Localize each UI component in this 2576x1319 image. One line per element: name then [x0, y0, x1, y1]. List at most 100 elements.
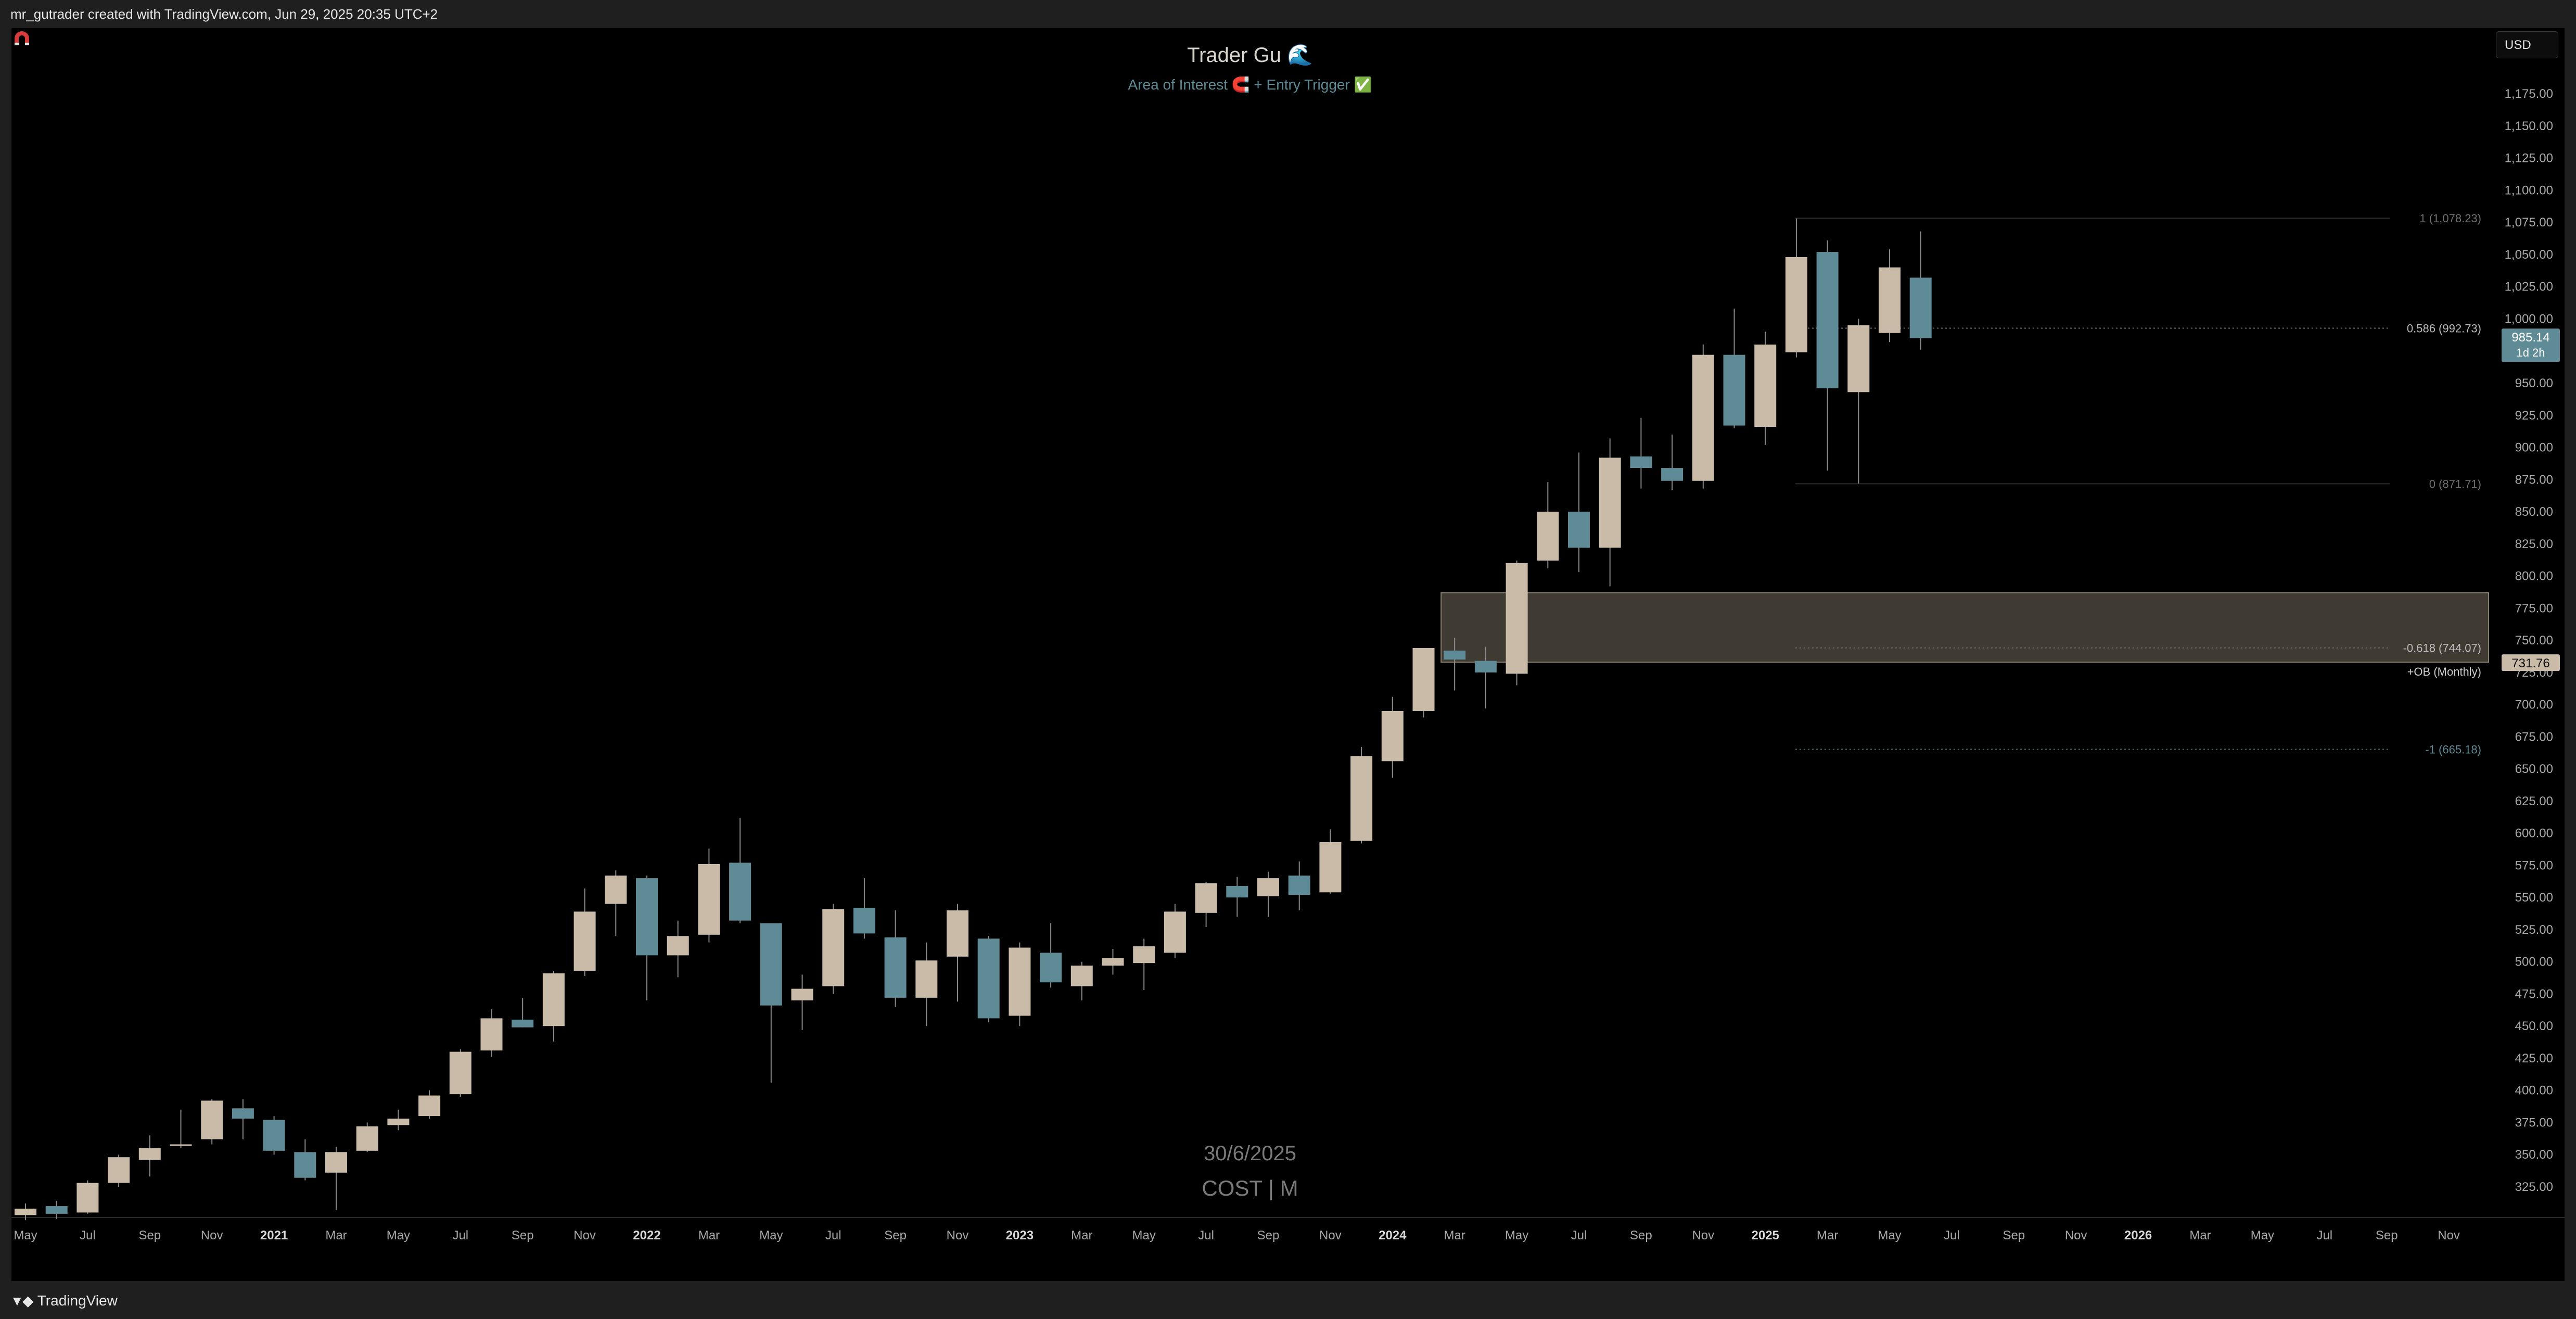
tradingview-logo-icon: ▼◆ — [10, 1292, 33, 1309]
candle-up — [480, 1018, 503, 1051]
candle-up — [1412, 648, 1435, 711]
y-axis-tick-label: 1,050.00 — [2505, 248, 2553, 262]
price-chart[interactable]: +OB (Monthly) 1 (1,078.23) 0.586 (992.73) 0… — [11, 28, 2565, 1281]
price-tag-countdown: 1d 2h — [2516, 346, 2545, 359]
candle-down — [1040, 953, 1062, 983]
candle-up — [108, 1157, 130, 1183]
candle-down — [1474, 661, 1497, 673]
candle-up — [138, 1148, 161, 1160]
order-block-zone — [1440, 592, 2489, 663]
chart-area[interactable]: +OB (Monthly) 1 (1,078.23) 0.586 (992.73) 0… — [11, 28, 2565, 1281]
footer-bar: ▼◆ TradingView — [0, 1281, 2576, 1319]
y-axis-tick-label: 1,075.00 — [2505, 215, 2553, 230]
y-axis-tick-label: 850.00 — [2515, 505, 2553, 519]
candle-up — [76, 1183, 99, 1213]
candle-down — [1630, 456, 1652, 468]
candle-up — [1070, 966, 1093, 986]
x-axis-tick-label: Sep — [138, 1228, 161, 1242]
candle-up — [1506, 563, 1528, 674]
x-axis-tick-label: Jul — [825, 1228, 841, 1242]
candle-down — [512, 1019, 534, 1028]
attribution-bar: mr_gutrader created with TradingView.com… — [0, 0, 2576, 28]
candle-up — [325, 1152, 347, 1173]
y-axis-tick-label: 950.00 — [2515, 376, 2553, 390]
x-axis-tick-label: Nov — [947, 1228, 969, 1242]
candle-up — [1102, 958, 1124, 966]
candle-up — [449, 1051, 471, 1095]
candle-up — [605, 876, 627, 904]
fib-level-label: 0 (871.71) — [2429, 477, 2481, 490]
candle-down — [263, 1120, 285, 1151]
candle-up — [15, 1208, 36, 1215]
x-axis-tick-label: Jul — [452, 1228, 468, 1242]
x-axis-tick-label: Jul — [1198, 1228, 1214, 1242]
watermark-symbol: COST | M — [1202, 1176, 1298, 1200]
candle-down — [884, 937, 907, 998]
y-axis-tick-label: 750.00 — [2515, 633, 2553, 648]
candle-down — [45, 1206, 68, 1214]
x-axis-tick-label: Jul — [1571, 1228, 1587, 1242]
y-axis-tick-label: 475.00 — [2515, 987, 2553, 1001]
candle-down — [636, 878, 658, 956]
currency-button[interactable]: USD — [2496, 31, 2558, 58]
y-axis-tick-label: 800.00 — [2515, 569, 2553, 584]
candle-up — [915, 960, 938, 998]
candle-up — [822, 909, 845, 986]
candle-up — [1319, 842, 1342, 893]
x-axis-tick-label: Sep — [512, 1228, 534, 1242]
x-axis-tick-label: 2024 — [1379, 1228, 1407, 1242]
y-axis-tick-label: 525.00 — [2515, 923, 2553, 937]
candle-up — [1599, 458, 1621, 548]
y-axis-tick-label: 650.00 — [2515, 762, 2553, 776]
candle-down — [1444, 650, 1466, 660]
y-axis-tick-label: 675.00 — [2515, 730, 2553, 744]
watermark-date: 30/6/2025 — [1204, 1142, 1296, 1165]
candle-up — [1164, 911, 1186, 953]
fib-level-label: -1 (665.18) — [2425, 743, 2481, 756]
order-block-label: +OB (Monthly) — [2407, 665, 2481, 678]
x-axis-tick-label: Sep — [1257, 1228, 1280, 1242]
fib-level-label: 1 (1,078.23) — [2419, 212, 2481, 225]
candle-up — [698, 864, 720, 935]
y-axis-tick-label: 1,175.00 — [2505, 87, 2553, 101]
candle-up — [1754, 344, 1777, 427]
y-axis-tick-label: 550.00 — [2515, 891, 2553, 905]
x-axis-tick-label: Nov — [2438, 1228, 2460, 1242]
candle-up — [791, 988, 813, 1000]
x-axis-tick-label: Jul — [2316, 1228, 2332, 1242]
price-tag — [2502, 654, 2560, 671]
tradingview-logo[interactable]: ▼◆ TradingView — [10, 1292, 118, 1309]
y-axis-tick-label: 875.00 — [2515, 473, 2553, 487]
y-axis-tick-label: 1,025.00 — [2505, 280, 2553, 294]
x-axis-tick-label: May — [1505, 1228, 1528, 1242]
x-axis-tick-label: Nov — [2065, 1228, 2087, 1242]
x-axis-tick-label: 2023 — [1006, 1228, 1034, 1242]
candle-up — [1133, 946, 1155, 963]
candle-down — [977, 938, 1000, 1019]
y-axis-tick-label: 900.00 — [2515, 441, 2553, 455]
y-axis-tick-label: 450.00 — [2515, 1019, 2553, 1033]
candle-up — [1350, 756, 1373, 841]
candle-up — [573, 911, 596, 971]
y-axis-tick-label: 500.00 — [2515, 955, 2553, 969]
y-axis-tick-label: 575.00 — [2515, 858, 2553, 872]
x-axis-tick-label: Nov — [573, 1228, 596, 1242]
x-axis-tick-label: 2026 — [2124, 1228, 2152, 1242]
x-axis-tick-label: Sep — [2003, 1228, 2025, 1242]
candle-down — [1723, 354, 1745, 426]
price-tag-value: 985.14 — [2511, 331, 2549, 345]
attribution-text: mr_gutrader created with TradingView.com… — [10, 6, 438, 22]
x-axis-tick-label: Nov — [201, 1228, 223, 1242]
candle-down — [760, 923, 782, 1006]
y-axis-tick-label: 1,150.00 — [2505, 119, 2553, 133]
y-axis-tick-label: 775.00 — [2515, 601, 2553, 615]
y-axis-tick-label: 350.00 — [2515, 1148, 2553, 1162]
candle-down — [1226, 885, 1248, 898]
candle-down — [1909, 277, 1932, 338]
y-axis-tick-label: 375.00 — [2515, 1115, 2553, 1130]
x-axis-tick-label: May — [14, 1228, 37, 1242]
x-axis-tick-label: Jul — [80, 1228, 96, 1242]
candle-up — [947, 910, 968, 957]
y-axis-tick-label: 425.00 — [2515, 1051, 2553, 1066]
y-axis-tick-label: 1,000.00 — [2505, 312, 2553, 326]
